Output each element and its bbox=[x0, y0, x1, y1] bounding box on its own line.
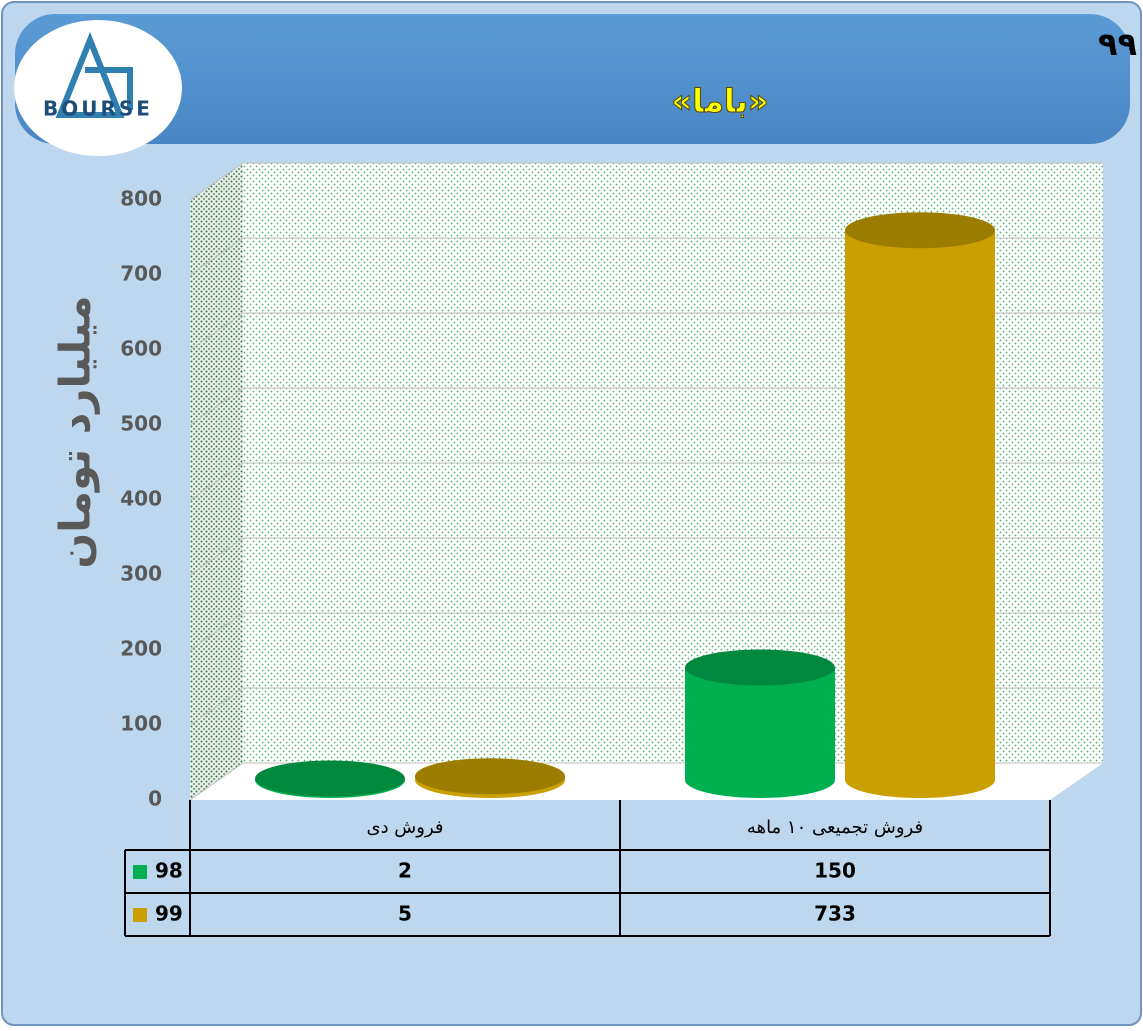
bar-top bbox=[685, 649, 835, 686]
y-tick-label: 0 bbox=[148, 787, 162, 811]
grid-line bbox=[189, 762, 244, 801]
legend-swatch bbox=[133, 908, 147, 922]
x-tick-label: فروش دی bbox=[366, 817, 443, 838]
legend-label: 98 bbox=[155, 859, 183, 883]
y-tick-label: 100 bbox=[120, 712, 162, 736]
table-value: 5 bbox=[398, 902, 412, 926]
y-tick-label: 800 bbox=[120, 187, 162, 211]
table-value: 2 bbox=[398, 859, 412, 883]
y-tick-label: 600 bbox=[120, 337, 162, 361]
logo-text: BOURSE bbox=[43, 97, 153, 121]
y-axis-label: میلیارد تومان bbox=[51, 295, 101, 568]
y-tick-label: 500 bbox=[120, 412, 162, 436]
grid-line bbox=[189, 687, 244, 726]
banner bbox=[15, 14, 1130, 144]
grid-line bbox=[189, 162, 244, 201]
grid-line bbox=[189, 462, 244, 501]
grid-line bbox=[189, 612, 244, 651]
logo-mark bbox=[55, 31, 133, 118]
y-tick-label: 200 bbox=[120, 637, 162, 661]
logo-bg bbox=[14, 20, 182, 156]
bar-top bbox=[845, 212, 995, 249]
grid-line bbox=[189, 237, 244, 276]
grid-line bbox=[189, 312, 244, 351]
bar bbox=[845, 230, 995, 780]
chart-subtitle: «باما» bbox=[671, 82, 768, 120]
bar-top bbox=[415, 758, 565, 795]
x-tick-label: فروش تجمیعی ۱۰ ماهه bbox=[747, 817, 923, 838]
legend-swatch bbox=[133, 865, 147, 879]
y-tick-label: 400 bbox=[120, 487, 162, 511]
bar bbox=[685, 667, 835, 780]
grid-line bbox=[189, 387, 244, 426]
table-value: 150 bbox=[814, 859, 856, 883]
y-tick-label: 700 bbox=[120, 262, 162, 286]
chart-title: گزارش فروش ریالی ماهانه و ۱۰ ماهه منتهی … bbox=[1098, 25, 1143, 63]
table-value: 733 bbox=[814, 902, 856, 926]
grid-line bbox=[189, 537, 244, 576]
data-table bbox=[124, 800, 1051, 937]
bar-top bbox=[255, 760, 405, 797]
y-tick-label: 300 bbox=[120, 562, 162, 586]
legend-label: 99 bbox=[155, 902, 183, 926]
